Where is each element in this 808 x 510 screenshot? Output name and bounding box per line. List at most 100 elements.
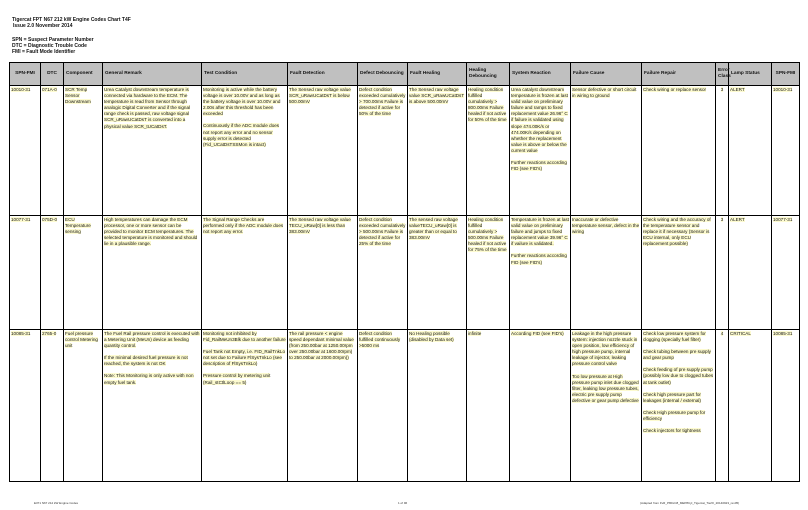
cell-paragraph: Check high pressure part for leakages (i…	[643, 391, 714, 404]
column-header: Failure Cause	[570, 62, 642, 86]
cell-paragraph: 10085-31	[11, 331, 39, 337]
cell-text: Continuously if the ADC module does not …	[203, 123, 280, 147]
cell-dtc: 2765-0	[40, 329, 64, 482]
cell-text: Healing condition fulfilled cumulatively…	[468, 87, 507, 123]
cell-text: 10010-31	[11, 87, 31, 92]
cell-paragraph: The Sensed raw voltage value TECU_uRaw[0…	[289, 217, 356, 235]
cell-component: SCR Temp Sensor Downstream	[63, 85, 103, 216]
cell-text: Check injectors for tightness	[643, 428, 701, 434]
cell-text: Monitoring not inhibited by Fid_RailMeUn…	[203, 331, 286, 343]
cell-failure-cause: Sensor defective or short circuit in wir…	[570, 85, 642, 216]
cell-defect-debouncing: Defect condition fulfilled continuously …	[357, 329, 408, 482]
cell-paragraph: Further reactions according FID (see FID…	[511, 253, 569, 265]
table-row: 10010-31 071A-0 SCR Temp Sensor Downstream…	[9, 85, 800, 216]
cell-text: ECU Temperature sensing	[65, 217, 91, 235]
cell-paragraph: ECU Temperature sensing	[65, 217, 101, 235]
cell-paragraph: Defect condition exceeded cumulatively >…	[359, 87, 406, 117]
cell-lamp-status: ALERT	[728, 215, 772, 330]
cell-paragraph: Sensor defective or short circuit in wir…	[572, 87, 640, 99]
cell-paragraph: The Sensed raw voltage value SCR_uRawUCa…	[409, 87, 465, 105]
footer-page-number: 1 of 96	[398, 501, 408, 505]
cell-text: Check tubing between pre supply and gear…	[643, 349, 711, 361]
cell-component: Fuel pressure control Metering unit	[63, 329, 103, 482]
cell-paragraph: Note: This Monitoring is only active wit…	[104, 373, 200, 385]
cell-general-remark: The Fuel Rail pressure control is execut…	[102, 329, 202, 482]
cell-dtc: 071A-0	[40, 85, 64, 216]
cell-lamp-status: ALERT	[728, 85, 772, 216]
column-header: Lamp Status	[728, 62, 772, 86]
cell-text: Defect condition exceeded cumulatively >…	[359, 87, 406, 117]
cell-paragraph: Check wiring or replace sensor	[643, 87, 714, 93]
cell-paragraph: Leakage in the high pressure system: inj…	[572, 331, 640, 368]
cell-paragraph: The sensed raw voltage valueTECU_uRaw[0]…	[409, 217, 465, 241]
cell-defect-debouncing: Defect condition exceeded cumulatively >…	[357, 85, 408, 216]
cell-test-condition: The Signal Range Checks are performed on…	[201, 215, 288, 330]
column-header: Healing Debouncing	[466, 62, 510, 86]
cell-fault-healing: The Sensed raw voltage value SCR_uRawUCa…	[407, 85, 467, 216]
cell-paragraph: Temperature is frozen at last valid valu…	[511, 217, 569, 247]
cell-paragraph: Urea catalyst downstream temperature is …	[511, 87, 569, 154]
cell-paragraph: Fuel pressure control Metering unit	[65, 331, 101, 349]
cell-paragraph: 071A-0	[42, 87, 62, 93]
cell-healing-debouncing: Healing condition fulfilled cumulatively…	[466, 215, 510, 330]
cell-paragraph: Urea Catalyst downstream temperature is …	[104, 87, 200, 130]
cell-text: The Signal Range Checks are performed on…	[203, 217, 284, 235]
cell-system-reaction: Temperature is frozen at last valid valu…	[509, 215, 571, 330]
cell-text: Defect condition exceeded cumulatively >…	[359, 217, 406, 247]
legend-spn: SPN = Suspect Parameter Number	[12, 37, 94, 43]
cell-component: ECU Temperature sensing	[63, 215, 103, 330]
cell-text: Check High pressure pump for efficiency	[643, 409, 706, 421]
cell-test-condition: Monitoring is active while the battery v…	[201, 85, 288, 216]
cell-text: 10085-31	[11, 331, 31, 336]
cell-healing-debouncing: Healing condition fulfilled cumulatively…	[466, 85, 510, 216]
cell-text: ALERT	[730, 87, 745, 92]
cell-paragraph: According FID (see FID's)	[511, 331, 569, 337]
cell-paragraph: The Signal Range Checks are performed on…	[203, 217, 286, 235]
cell-paragraph: If the minimal desired fuel pressure is …	[104, 355, 200, 367]
column-header: DTC	[40, 62, 64, 86]
footer-left: E371 N67 212 kW Engine Codes	[34, 501, 79, 505]
cell-text: Healing condition fulfilled cumulatively…	[468, 217, 507, 253]
cell-defect-debouncing: Defect condition exceeded cumulatively >…	[357, 215, 408, 330]
cell-failure-cause: Inaccurate or defective temperature sens…	[570, 215, 642, 330]
cell-paragraph: infinite	[468, 331, 508, 337]
cell-paragraph: 3	[717, 217, 727, 223]
cell-text: No Healing possible (disabled by Data se…	[409, 331, 454, 343]
column-header: General Remark	[102, 62, 202, 86]
column-header: System Reaction	[509, 62, 571, 86]
column-header: Failure Repair	[641, 62, 716, 86]
cell-text: Further reactions according FID (see FID…	[511, 253, 567, 265]
footer-right: (Adapted from FvR_P8DxC8_MEP8Cyl_Tigerca…	[640, 501, 740, 505]
cell-paragraph: 10010-31	[11, 87, 39, 93]
cell-text: The rail pressure < engine speed dependa…	[289, 331, 354, 361]
cell-paragraph: Check tubing between pre supply and gear…	[643, 349, 714, 361]
cell-paragraph: 3	[717, 87, 727, 93]
cell-spn-fmi-2: 10010-31	[771, 85, 800, 216]
cell-paragraph: 075D-0	[42, 217, 62, 223]
cell-general-remark: High temperatures can damage the ECM pro…	[102, 215, 202, 330]
cell-paragraph: High temperatures can damage the ECM pro…	[104, 217, 200, 247]
cell-lamp-status: CRITICAL	[728, 329, 772, 482]
cell-paragraph: 10077-31	[11, 217, 39, 223]
cell-paragraph: Further reactions according FID (see FID…	[511, 160, 569, 172]
cell-text: Fuel Tank not Empty, i.e. FID_RailTnkLo …	[203, 349, 286, 367]
cell-text: Check low pressure system for clogging (…	[643, 331, 706, 343]
cell-text: The Fuel Rail pressure control is execut…	[104, 331, 200, 349]
cell-text: 10077-31	[773, 217, 793, 222]
cell-paragraph: Fuel Tank not Empty, i.e. FID_RailTnkLo …	[203, 349, 286, 367]
cell-text: 075D-0	[42, 217, 58, 222]
cell-text: 10010-31	[773, 87, 793, 92]
cell-paragraph: Continuously if the ADC module does not …	[203, 123, 286, 147]
cell-text: Temperature is frozen at last valid valu…	[511, 217, 569, 247]
cell-paragraph: ALERT	[730, 87, 770, 93]
cell-error-class: 4	[715, 329, 729, 482]
cell-text: Urea Catalyst downstream temperature is …	[104, 87, 191, 129]
cell-paragraph: Too low pressure at High pressure pump i…	[572, 373, 640, 404]
column-header: Error Class	[715, 62, 731, 86]
cell-paragraph: Healing condition fulfilled cumulatively…	[468, 217, 508, 254]
cell-paragraph: Check High pressure pump for efficiency	[643, 409, 714, 422]
cell-paragraph: Pressure control by metering unit (Rail_…	[203, 373, 286, 385]
cell-paragraph: The Sensed raw voltage value SCR_uRawUCa…	[289, 87, 356, 105]
cell-text: Further reactions according FID (see FID…	[511, 160, 567, 172]
cell-spn-fmi-2: 10085-31	[771, 329, 800, 482]
